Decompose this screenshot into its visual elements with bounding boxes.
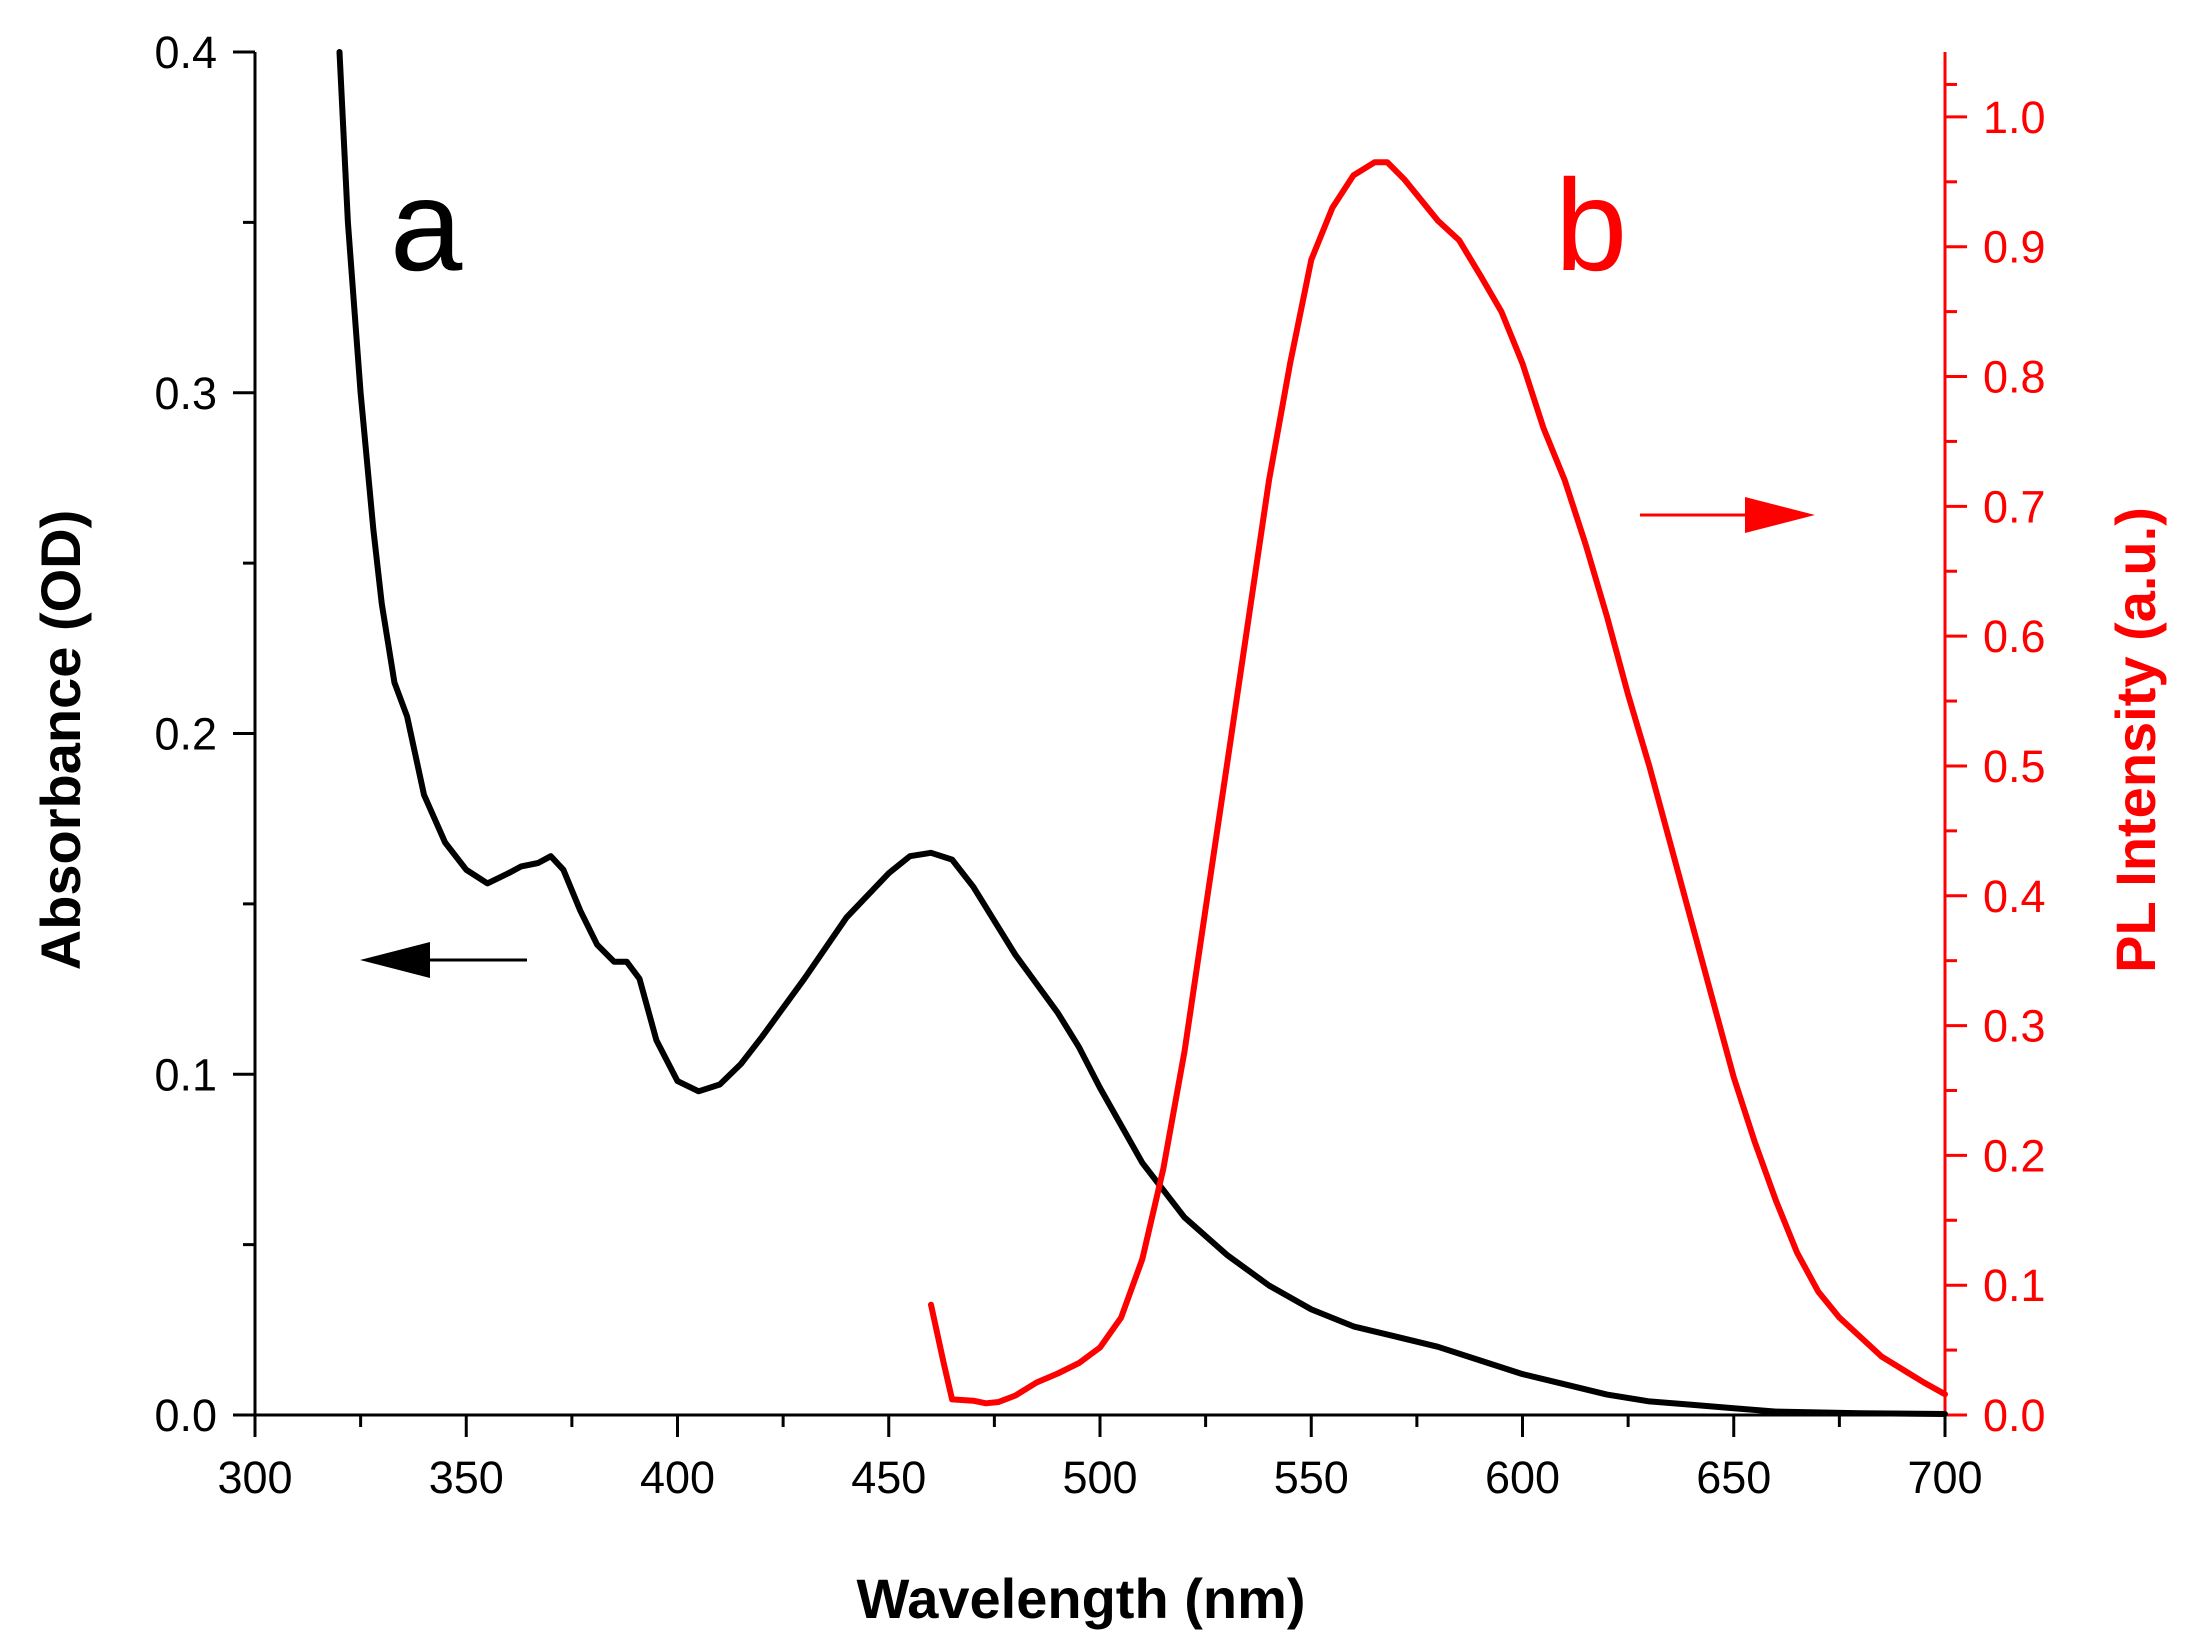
y-left-tick-label: 0.4: [154, 27, 217, 78]
series-a-line: [336, 49, 1948, 1417]
y-right-tick-label: 0.9: [1983, 222, 2046, 273]
series-layer: [336, 49, 1948, 1417]
x-tick-label: 300: [217, 1452, 292, 1503]
series-b-line: [928, 159, 1948, 1407]
x-tick-label: 500: [1062, 1452, 1137, 1503]
y-right-axis-title: PL Intensity (a.u.): [2104, 507, 2167, 973]
y-right-tick-label: 0.8: [1983, 352, 2046, 403]
y-right-tick-label: 1.0: [1983, 92, 2046, 143]
y-left-tick-label: 0.3: [154, 368, 217, 419]
y-left-axis: 0.0 0.1 0.2 0.3 0.4: [154, 27, 255, 1441]
x-tick-label: 550: [1274, 1452, 1349, 1503]
y-left-tick-label: 0.2: [154, 709, 217, 760]
y-right-tick-label: 0.2: [1983, 1130, 2046, 1181]
x-tick-label: 400: [640, 1452, 715, 1503]
panel-label-b: b: [1555, 152, 1627, 298]
right-axis-arrow: [1640, 497, 1815, 533]
plot-frame: [253, 52, 1947, 1417]
x-tick-label: 350: [429, 1452, 504, 1503]
y-right-tick-label: 0.4: [1983, 871, 2046, 922]
x-tick-label: 450: [851, 1452, 926, 1503]
y-right-axis: 0.0 0.1 0.2 0.3 0.4 0.5 0.6 0.7 0.8 0.9 1.0: [1945, 82, 2046, 1441]
x-axis-title: Wavelength (nm): [856, 1567, 1305, 1630]
y-right-tick-label: 0.0: [1983, 1390, 2046, 1441]
y-right-tick-label: 0.3: [1983, 1001, 2046, 1052]
left-axis-arrow: [360, 942, 527, 978]
y-right-tick-label: 0.1: [1983, 1260, 2046, 1311]
y-left-axis-title: Absorbance (OD): [29, 510, 92, 971]
x-axis: 300 350 400 450 500 550 600 650 700: [217, 1415, 1983, 1503]
y-right-tick-label: 0.6: [1983, 611, 2046, 662]
y-left-tick-label: 0.1: [154, 1049, 217, 1100]
y-left-tick-label: 0.0: [154, 1390, 217, 1441]
y-right-tick-label: 0.7: [1983, 481, 2046, 532]
annotation-layer: a b: [360, 152, 1815, 978]
x-tick-label: 700: [1907, 1452, 1982, 1503]
y-right-tick-label: 0.5: [1983, 741, 2046, 792]
x-tick-label: 650: [1696, 1452, 1771, 1503]
panel-label-a: a: [390, 152, 463, 298]
x-tick-label: 600: [1485, 1452, 1560, 1503]
